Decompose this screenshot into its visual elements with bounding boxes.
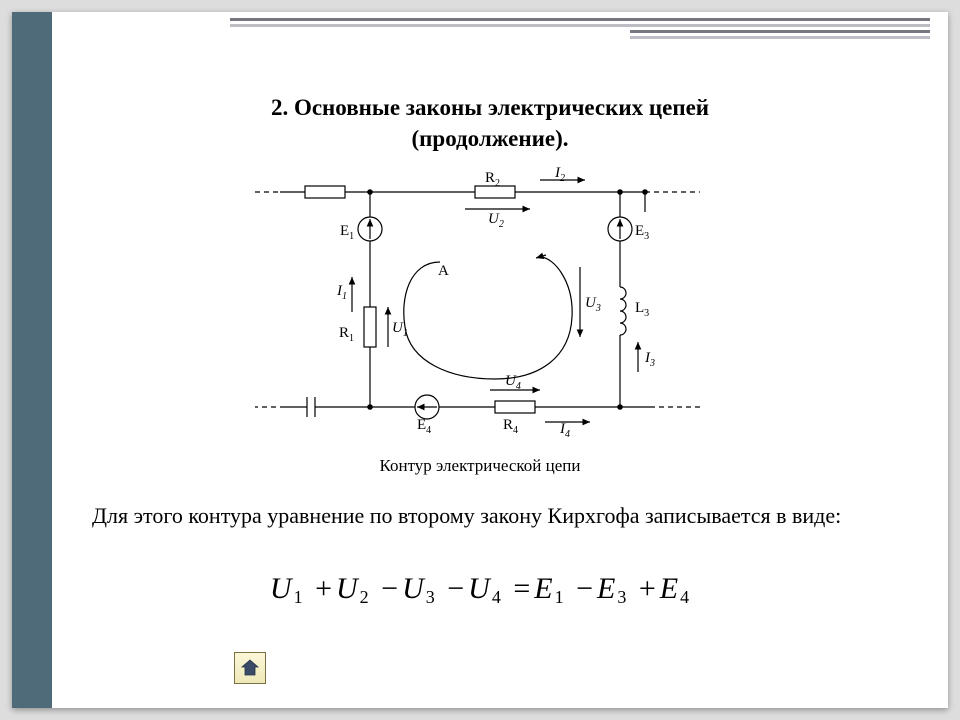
circuit-svg: E1 E3 E4 R1 R2 R4 L3 I1 I2 I3 I4 U1 U2 U… — [240, 167, 720, 447]
label-L3: L3 — [635, 300, 649, 319]
circuit-diagram: E1 E3 E4 R1 R2 R4 L3 I1 I2 I3 I4 U1 U2 U… — [240, 167, 720, 476]
label-U2: U2 — [488, 211, 504, 230]
label-E4: E4 — [417, 417, 431, 436]
label-R4: R4 — [503, 417, 518, 436]
label-E3: E3 — [635, 223, 649, 242]
bar-light-short — [630, 36, 930, 39]
label-U4: U4 — [505, 373, 521, 392]
home-button[interactable] — [234, 652, 266, 684]
bar-dark-short — [630, 30, 930, 33]
label-U1: U1 — [392, 320, 408, 339]
title-line1: 2. Основные законы электрических цепей — [271, 95, 709, 120]
label-I2: I2 — [554, 167, 565, 184]
body-text: Для этого контура уравнение по второму з… — [92, 502, 888, 531]
label-I3: I3 — [644, 350, 655, 369]
label-I4: I4 — [559, 421, 570, 440]
loop-label-A: A — [438, 263, 449, 279]
label-I1: I1 — [336, 283, 347, 302]
diagram-caption: Контур электрической цепи — [240, 456, 720, 476]
label-R1: R1 — [339, 325, 354, 344]
slide: 2. Основные законы электрических цепей (… — [12, 12, 948, 708]
home-icon — [240, 659, 260, 677]
label-U3: U3 — [585, 295, 601, 314]
bar-dark — [230, 18, 930, 21]
page-title: 2. Основные законы электрических цепей (… — [72, 92, 908, 154]
bar-light — [230, 24, 930, 27]
decorative-bars — [230, 18, 930, 39]
kirchhoff-equation: U1 +U2 −U3 −U4 =E1 −E3 +E4 — [12, 572, 948, 608]
title-line2: (продолжение). — [412, 126, 569, 151]
label-E1: E1 — [340, 223, 354, 242]
